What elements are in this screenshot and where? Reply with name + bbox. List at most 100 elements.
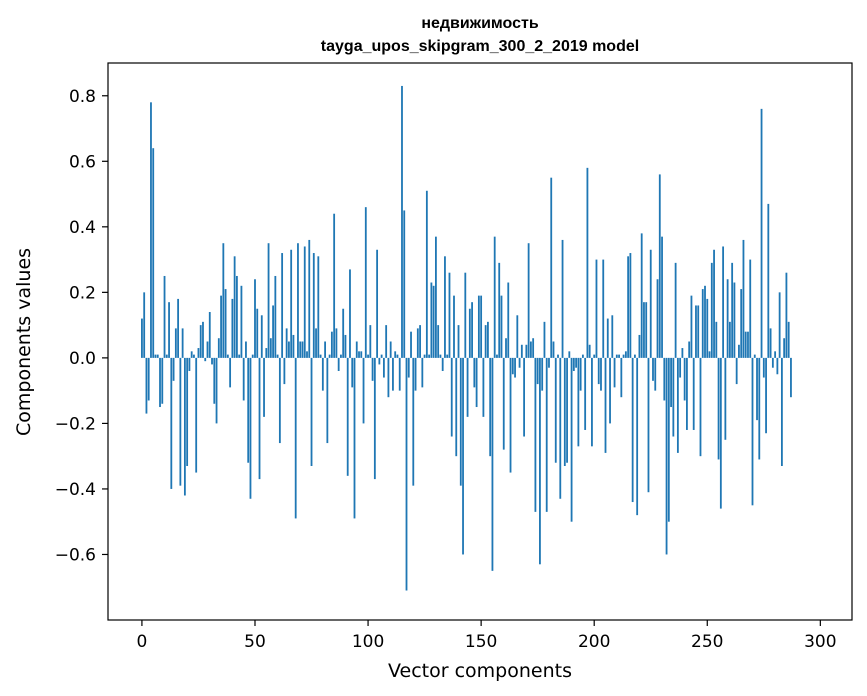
bar (421, 357, 424, 388)
bar (150, 102, 152, 358)
bar (364, 207, 367, 358)
x-tick-label: 250 (691, 632, 723, 652)
bar (283, 357, 286, 385)
bar (667, 357, 670, 522)
bar (333, 213, 336, 358)
bar (529, 341, 532, 358)
bar (525, 344, 528, 358)
bar (330, 331, 333, 358)
bar (407, 357, 410, 378)
bar (179, 357, 182, 486)
bar (396, 354, 399, 358)
y-ticks: −0.6 −0.4 −0.2 0.0 0.2 0.4 0.6 0.8 (55, 87, 108, 565)
bar (217, 338, 220, 358)
bar (733, 282, 736, 358)
bar (355, 341, 358, 358)
x-tick-label: 200 (578, 632, 610, 652)
bar (785, 272, 788, 358)
bar (710, 262, 713, 358)
bar (686, 357, 688, 430)
bar (742, 239, 745, 358)
bar (220, 295, 222, 358)
bar (183, 357, 186, 496)
bar (473, 357, 476, 388)
bar (267, 243, 270, 358)
bar (301, 341, 304, 358)
bar (188, 357, 191, 371)
bar (496, 354, 498, 358)
bar (629, 253, 632, 358)
bar (199, 325, 202, 358)
y-tick-label: −0.4 (55, 480, 96, 500)
bar (455, 357, 458, 457)
bar (202, 321, 204, 358)
bar (285, 328, 288, 358)
bar (156, 354, 159, 358)
bar (251, 354, 254, 358)
y-tick-label: 0.8 (69, 87, 96, 107)
bar (663, 357, 666, 401)
bar (195, 357, 198, 473)
bar (622, 354, 625, 358)
bar (369, 325, 372, 358)
bar (643, 302, 645, 358)
bar (247, 357, 250, 463)
bar (312, 253, 315, 358)
bar (717, 357, 720, 460)
bar (446, 354, 449, 358)
bar (615, 354, 618, 358)
bar (437, 325, 440, 358)
bar (552, 341, 555, 358)
bar (570, 357, 573, 522)
bar (634, 354, 636, 358)
bar (416, 328, 419, 358)
bar (688, 341, 691, 358)
bar (523, 357, 525, 437)
bar (292, 334, 295, 358)
bar (385, 325, 388, 358)
bar (471, 302, 473, 358)
bar (358, 351, 360, 358)
bar (380, 354, 383, 358)
bar (645, 302, 648, 358)
bar (161, 357, 164, 404)
bar (591, 357, 593, 447)
bar (532, 338, 535, 358)
bar (159, 357, 161, 408)
bar (254, 279, 256, 358)
plot-frame (107, 62, 853, 621)
bar (620, 357, 623, 398)
bar (774, 351, 777, 358)
bar (708, 351, 711, 358)
bar (197, 348, 200, 358)
bar (444, 256, 446, 358)
bar (771, 357, 774, 368)
bar (749, 259, 752, 358)
bar (713, 249, 715, 358)
bar (500, 295, 503, 358)
bar (498, 262, 501, 358)
bar (297, 243, 299, 358)
bar (482, 357, 485, 417)
bar (256, 308, 259, 358)
bar (265, 348, 268, 358)
bar (349, 269, 351, 358)
bar (661, 236, 663, 358)
chart-subtitle: tayga_upos_skipgram_300_2_2019 model (321, 38, 639, 55)
bar (432, 285, 435, 358)
bar (145, 357, 148, 414)
bar (728, 321, 731, 358)
bar (211, 357, 213, 365)
bar (335, 328, 338, 358)
bar (213, 357, 216, 404)
bar (303, 246, 306, 358)
bar (502, 357, 505, 450)
bar (627, 256, 630, 358)
bar (769, 328, 772, 358)
bar (321, 357, 324, 391)
bar (568, 351, 571, 358)
bar (401, 85, 403, 358)
bar (367, 354, 369, 358)
bar (584, 357, 587, 430)
bar (276, 354, 279, 358)
